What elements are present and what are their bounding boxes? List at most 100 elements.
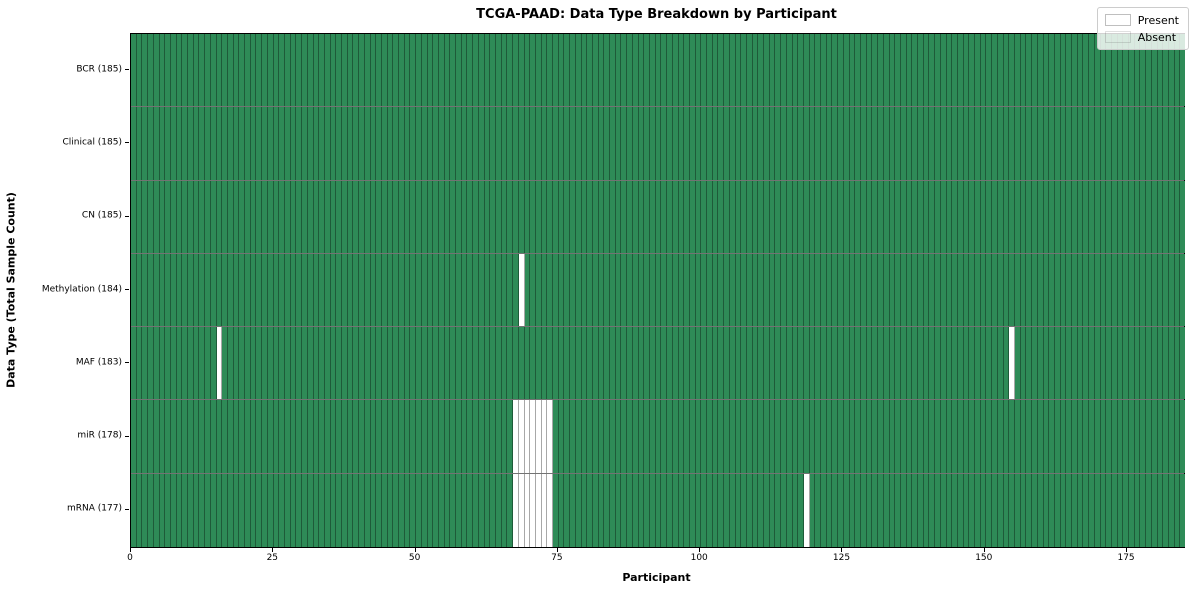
grid-cell bbox=[695, 107, 702, 180]
grid-cell bbox=[878, 253, 884, 327]
grid-cell bbox=[1111, 327, 1118, 400]
grid-cell bbox=[940, 473, 947, 547]
grid-cell bbox=[484, 473, 491, 547]
grid-cell bbox=[1072, 253, 1078, 327]
grid-cell bbox=[963, 34, 970, 107]
grid-cell bbox=[729, 34, 736, 107]
grid-cell bbox=[364, 107, 371, 180]
grid-cell bbox=[501, 34, 508, 107]
grid-cell bbox=[381, 180, 388, 253]
grid-cell bbox=[1100, 107, 1107, 180]
grid-cell bbox=[832, 180, 839, 253]
x-tick-mark bbox=[272, 548, 274, 552]
grid-cell bbox=[290, 180, 297, 253]
grid-cell bbox=[256, 327, 263, 400]
grid-cell bbox=[1072, 180, 1078, 253]
grid-cell bbox=[290, 400, 297, 473]
grid-cell bbox=[256, 107, 263, 180]
grid-cell bbox=[153, 327, 160, 400]
grid-cell bbox=[370, 107, 377, 180]
grid-cell bbox=[610, 253, 616, 327]
grid-cell bbox=[404, 473, 411, 547]
grid-cell bbox=[1123, 107, 1130, 180]
grid-cell bbox=[330, 253, 337, 327]
grid-cell bbox=[176, 180, 183, 253]
grid-cell bbox=[900, 400, 907, 473]
grid-cell bbox=[1174, 473, 1181, 547]
grid-cell bbox=[1009, 327, 1015, 400]
grid-cell bbox=[165, 180, 171, 253]
grid-cell bbox=[1129, 253, 1135, 327]
grid-cell bbox=[684, 253, 690, 327]
grid-cell bbox=[324, 107, 331, 180]
grid-cell bbox=[575, 400, 582, 473]
grid-cell bbox=[461, 473, 468, 547]
grid-cell bbox=[473, 400, 479, 473]
grid-cell bbox=[997, 400, 1004, 473]
grid-cell bbox=[1100, 473, 1107, 547]
grid-cell bbox=[1032, 327, 1038, 400]
grid-cell bbox=[598, 473, 605, 547]
grid-cell bbox=[359, 473, 365, 547]
grid-cell bbox=[484, 180, 491, 253]
grid-cell bbox=[832, 400, 839, 473]
grid-cell bbox=[193, 180, 200, 253]
grid-cell bbox=[1003, 107, 1010, 180]
grid-cell bbox=[467, 327, 474, 400]
grid-cell bbox=[746, 400, 753, 473]
grid-cell bbox=[1174, 107, 1181, 180]
grid-cell bbox=[1060, 34, 1067, 107]
grid-cell bbox=[541, 253, 548, 327]
grid-cell bbox=[450, 107, 457, 180]
grid-cell bbox=[250, 34, 257, 107]
grid-cell bbox=[199, 107, 206, 180]
grid-cell bbox=[1157, 34, 1164, 107]
grid-cell bbox=[649, 253, 656, 327]
grid-cell bbox=[1037, 327, 1044, 400]
grid-cell bbox=[347, 327, 354, 400]
grid-cell bbox=[165, 107, 171, 180]
grid-cell bbox=[284, 253, 291, 327]
grid-cell bbox=[701, 473, 708, 547]
grid-cell bbox=[387, 253, 394, 327]
grid-cell bbox=[701, 34, 708, 107]
grid-cell bbox=[427, 107, 434, 180]
grid-cell bbox=[678, 180, 685, 253]
grid-cell bbox=[843, 473, 850, 547]
grid-cell bbox=[416, 180, 422, 253]
grid-cell bbox=[319, 34, 325, 107]
grid-cell bbox=[1054, 253, 1061, 327]
grid-cell bbox=[1083, 253, 1090, 327]
grid-cell bbox=[946, 107, 953, 180]
grid-cell bbox=[1026, 34, 1033, 107]
grid-cell bbox=[621, 327, 628, 400]
grid-cell bbox=[975, 400, 981, 473]
grid-cell bbox=[838, 34, 844, 107]
grid-cell bbox=[1111, 180, 1118, 253]
grid-cell bbox=[342, 180, 348, 253]
grid-cell bbox=[661, 180, 668, 253]
grid-cell bbox=[906, 327, 913, 400]
grid-cell bbox=[684, 400, 690, 473]
grid-cell bbox=[210, 107, 217, 180]
grid-cell bbox=[764, 180, 770, 253]
grid-cell bbox=[518, 253, 525, 327]
grid-cell bbox=[245, 253, 251, 327]
grid-cell bbox=[758, 473, 765, 547]
grid-cell bbox=[1077, 253, 1084, 327]
grid-cell bbox=[136, 107, 143, 180]
grid-cell bbox=[963, 180, 970, 253]
grid-cell bbox=[153, 107, 160, 180]
grid-cell bbox=[661, 253, 668, 327]
grid-cell bbox=[667, 107, 673, 180]
grid-cell bbox=[832, 34, 839, 107]
grid-cell bbox=[883, 180, 890, 253]
grid-cell bbox=[467, 180, 474, 253]
grid-cell bbox=[632, 400, 639, 473]
grid-cell bbox=[142, 253, 149, 327]
grid-cell bbox=[792, 473, 799, 547]
grid-cell bbox=[997, 34, 1004, 107]
grid-cell bbox=[918, 34, 924, 107]
grid-cell bbox=[364, 473, 371, 547]
